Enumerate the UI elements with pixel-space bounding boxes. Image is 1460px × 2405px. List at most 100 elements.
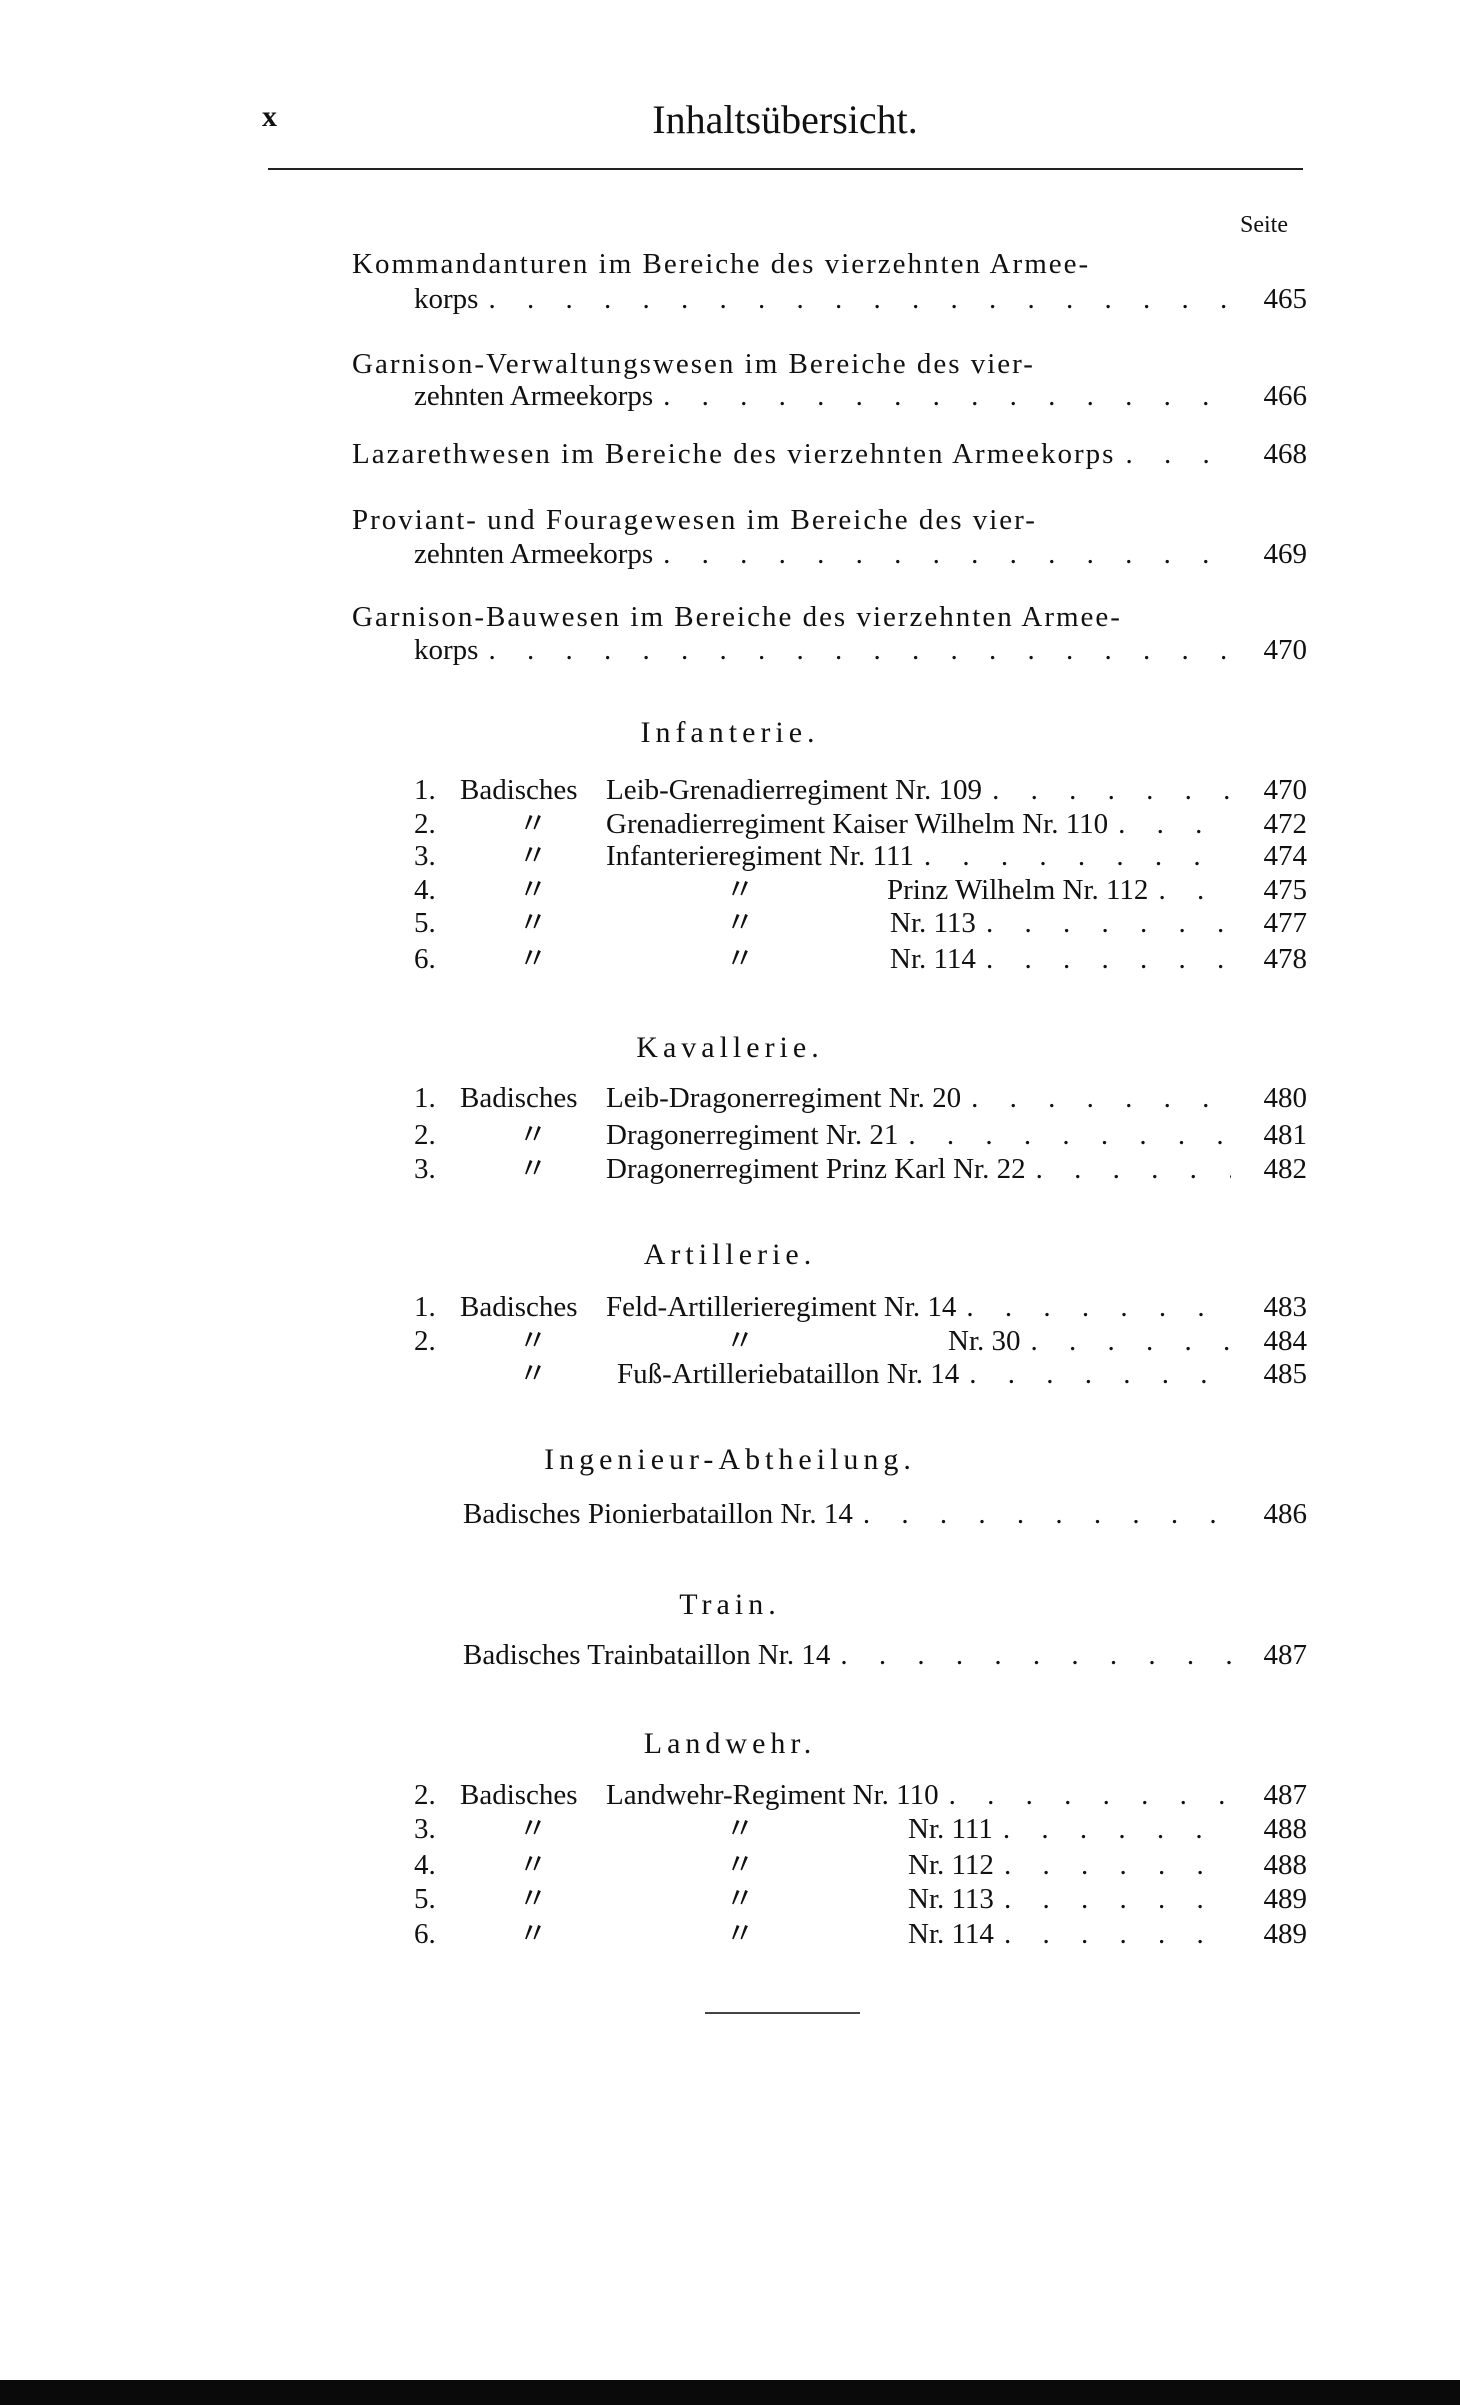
entry-text: Proviant- und Fouragewesen im Bereiche d… bbox=[352, 504, 1037, 536]
toc-row: 3. 〃 〃 Nr. 111 488 bbox=[0, 1814, 1307, 1844]
ditto-mark: 〃 bbox=[518, 874, 548, 906]
section-heading-ingenieur: Ingenieur-Abtheilung. bbox=[544, 1443, 916, 1476]
toc-entry-continuation: zehnten Armeekorps 466 bbox=[0, 381, 1307, 411]
row-number: 3. bbox=[414, 1813, 436, 1845]
page-ref: 484 bbox=[1263, 1325, 1308, 1357]
entry-text: Garnison-Bauwesen im Bereiche des vierze… bbox=[352, 601, 1122, 633]
row-prefix: Badisches bbox=[460, 1291, 578, 1323]
entry-text-group: Nr. 114 bbox=[890, 944, 1231, 974]
ditto-mark: 〃 bbox=[725, 1883, 755, 1915]
page-ref: 474 bbox=[1263, 840, 1308, 872]
entry-text: Landwehr-Regiment Nr. 110 bbox=[606, 1779, 939, 1811]
row-number: 1. bbox=[414, 774, 436, 806]
entry-text: Dragonerregiment Prinz Karl Nr. 22 bbox=[606, 1153, 1026, 1185]
toc-row: Badisches Trainbataillon Nr. 14 487 bbox=[0, 1640, 1307, 1670]
entry-text: Leib-Dragonerregiment Nr. 20 bbox=[606, 1082, 962, 1114]
scan-edge-bar bbox=[0, 2380, 1460, 2405]
page-ref: 489 bbox=[1263, 1918, 1308, 1950]
ditto-mark: 〃 bbox=[518, 1119, 548, 1151]
entry-text-group: Badisches Pionierbataillon Nr. 14 bbox=[463, 1499, 1231, 1529]
page-ref: 466 bbox=[1263, 380, 1308, 412]
entry-text: Leib-Grenadierregiment Nr. 109 bbox=[606, 774, 983, 806]
ditto-mark: 〃 bbox=[725, 1849, 755, 1881]
row-number: 1. bbox=[414, 1082, 436, 1114]
row-prefix: Badisches bbox=[460, 1779, 578, 1811]
page-number: x bbox=[262, 100, 277, 133]
section-heading-landwehr: Landwehr. bbox=[643, 1727, 817, 1760]
entry-text: Nr. 114 bbox=[908, 1918, 994, 1950]
toc-entry-continuation: korps 470 bbox=[0, 635, 1307, 665]
ditto-mark: 〃 bbox=[518, 1358, 548, 1390]
page-ref: 475 bbox=[1263, 874, 1308, 906]
section-heading-artillerie: Artillerie. bbox=[643, 1238, 817, 1271]
page-ref: 472 bbox=[1263, 808, 1308, 840]
section-heading-kavallerie: Kavallerie. bbox=[636, 1031, 824, 1064]
page-ref: 487 bbox=[1263, 1779, 1308, 1811]
entry-text: Nr. 113 bbox=[908, 1883, 994, 1915]
entry-text: Garnison-Verwaltungswesen im Bereiche de… bbox=[352, 348, 1035, 380]
ditto-mark: 〃 bbox=[518, 1883, 548, 1915]
ditto-mark: 〃 bbox=[725, 907, 755, 939]
row-number: 2. bbox=[414, 1119, 436, 1151]
row-number: 6. bbox=[414, 1918, 436, 1950]
dot-leader bbox=[1108, 809, 1231, 839]
dot-leader bbox=[653, 539, 1231, 569]
entry-text-group: Dragonerregiment Prinz Karl Nr. 22 bbox=[606, 1154, 1231, 1184]
ditto-mark: 〃 bbox=[518, 1849, 548, 1881]
dot-leader bbox=[830, 1640, 1231, 1670]
row-number: 3. bbox=[414, 840, 436, 872]
ditto-mark: 〃 bbox=[518, 1813, 548, 1845]
dot-leader bbox=[993, 1814, 1231, 1844]
entry-text: Infanterieregiment Nr. 111 bbox=[606, 840, 914, 872]
ditto-mark: 〃 bbox=[518, 1325, 548, 1357]
end-rule bbox=[705, 2012, 860, 2014]
row-number: 6. bbox=[414, 943, 436, 975]
entry-text: Lazarethwesen im Bereiche des vierzehnte… bbox=[352, 438, 1116, 470]
entry-text-group: Leib-Dragonerregiment Nr. 20 bbox=[606, 1083, 1231, 1113]
dot-leader bbox=[1115, 439, 1231, 469]
entry-text: zehnten Armeekorps bbox=[414, 380, 654, 412]
entry-text-group: zehnten Armeekorps bbox=[414, 539, 1231, 569]
entry-text: zehnten Armeekorps bbox=[414, 538, 654, 570]
entry-text-group: Feld-Artillerieregiment Nr. 14 bbox=[606, 1292, 1231, 1322]
section-heading-train: Train. bbox=[679, 1588, 781, 1621]
entry-text: Dragonerregiment Nr. 21 bbox=[606, 1119, 899, 1151]
ditto-mark: 〃 bbox=[725, 874, 755, 906]
toc-row: 5. 〃 〃 Nr. 113 477 bbox=[0, 908, 1307, 938]
page-ref: 469 bbox=[1263, 538, 1308, 570]
toc-row: 6. 〃 〃 Nr. 114 478 bbox=[0, 944, 1307, 974]
entry-text-group: Nr. 111 bbox=[908, 1814, 1231, 1844]
toc-row: 2. 〃 〃 Nr. 30 484 bbox=[0, 1326, 1307, 1356]
ditto-mark: 〃 bbox=[518, 1918, 548, 1950]
dot-leader bbox=[853, 1499, 1231, 1529]
entry-text-group: Prinz Wilhelm Nr. 112 bbox=[887, 875, 1231, 905]
dot-leader bbox=[898, 1120, 1231, 1150]
toc-row: 2. Badisches Landwehr-Regiment Nr. 110 487 bbox=[0, 1780, 1307, 1810]
toc-row: 3. 〃 Dragonerregiment Prinz Karl Nr. 22 482 bbox=[0, 1154, 1307, 1184]
seite-label: Seite bbox=[1240, 212, 1288, 238]
dot-leader bbox=[1148, 875, 1231, 905]
toc-row: 3. 〃 Infanterieregiment Nr. 111 474 bbox=[0, 841, 1307, 871]
toc-row: 6. 〃 〃 Nr. 114 489 bbox=[0, 1919, 1307, 1949]
entry-text: Fuß-Artilleriebataillon Nr. 14 bbox=[617, 1358, 960, 1390]
entry-text-group: Fuß-Artilleriebataillon Nr. 14 bbox=[617, 1359, 1231, 1389]
entry-text: Nr. 30 bbox=[948, 1325, 1021, 1357]
toc-row: 4. 〃 〃 Prinz Wilhelm Nr. 112 475 bbox=[0, 875, 1307, 905]
row-number: 5. bbox=[414, 907, 436, 939]
page-ref: 468 bbox=[1263, 438, 1308, 470]
entry-text-group: Nr. 114 bbox=[908, 1919, 1231, 1949]
toc-entry: Proviant- und Fouragewesen im Bereiche d… bbox=[0, 505, 1307, 535]
dot-leader bbox=[1026, 1154, 1231, 1184]
toc-entry-continuation: korps 465 bbox=[0, 284, 1307, 314]
dot-leader bbox=[976, 944, 1231, 974]
page-ref: 485 bbox=[1263, 1358, 1308, 1390]
entry-text-group: Landwehr-Regiment Nr. 110 bbox=[606, 1780, 1231, 1810]
page-ref: 488 bbox=[1263, 1813, 1308, 1845]
dot-leader bbox=[976, 908, 1231, 938]
dot-leader bbox=[982, 775, 1231, 805]
entry-text: Nr. 113 bbox=[890, 907, 976, 939]
page-ref: 477 bbox=[1263, 907, 1308, 939]
entry-text: Nr. 111 bbox=[908, 1813, 993, 1845]
row-number: 5. bbox=[414, 1883, 436, 1915]
entry-text-group: Dragonerregiment Nr. 21 bbox=[606, 1120, 1231, 1150]
